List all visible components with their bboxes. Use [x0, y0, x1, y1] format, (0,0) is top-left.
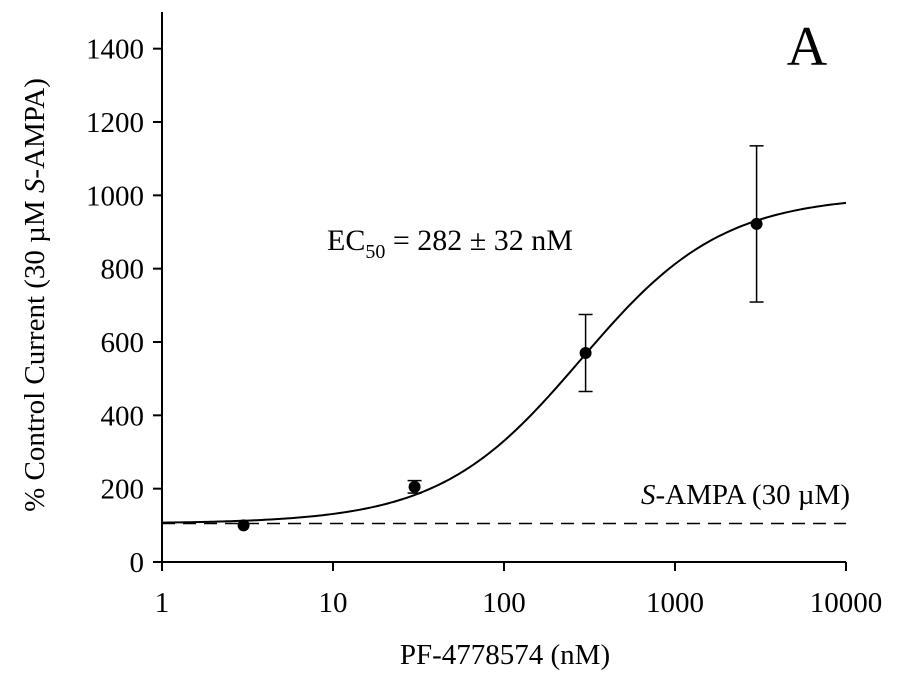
data-point [408, 480, 421, 493]
ec50-prefix: EC [327, 224, 365, 257]
panel-label: A [787, 16, 828, 78]
y-tick-label: 400 [101, 400, 145, 432]
y-axis-title-part-1: % Control Current (30 µM [19, 193, 51, 512]
y-tick-label: 600 [101, 327, 145, 359]
y-tick-label: 800 [101, 254, 145, 286]
baseline-label-italic: S [641, 479, 656, 511]
x-tick-label: 1000 [646, 587, 704, 619]
curve-layer [161, 201, 847, 524]
x-tick-label: 10000 [810, 587, 883, 619]
y-tick-label: 0 [130, 547, 145, 579]
baseline-label: S-AMPA (30 µM) [641, 479, 850, 511]
data-point [237, 519, 250, 532]
points-layer [237, 145, 764, 532]
y-tick-label: 1000 [86, 180, 144, 212]
x-tick-label: 100 [482, 587, 526, 619]
data-point [750, 217, 763, 230]
x-axis-title: PF-4778574 (nM) [400, 639, 610, 671]
y-tick-label: 1400 [86, 34, 144, 66]
ec50-suffix: = 282 ± 32 nM [385, 224, 573, 257]
y-axis-title-part-3: -AMPA) [19, 78, 51, 178]
y-axis-title-italic: S [19, 178, 51, 193]
ec50-annotation: EC50 = 282 ± 32 nM [327, 224, 573, 263]
fit-curve [161, 201, 847, 524]
data-point [579, 347, 592, 359]
x-tick-label: 10 [319, 587, 348, 619]
baseline-label-rest: -AMPA (30 µM) [655, 479, 850, 511]
axes: 0 200 400 600 800 1000 1200 1400 1 10 100 1000 10000 [86, 12, 882, 619]
y-tick-label: 200 [101, 474, 145, 506]
ec50-subscript: 50 [365, 241, 385, 263]
y-axis-title: % Control Current (30 µM S-AMPA) [19, 78, 51, 512]
y-tick-label: 1200 [86, 107, 144, 139]
x-tick-label: 1 [155, 587, 170, 619]
